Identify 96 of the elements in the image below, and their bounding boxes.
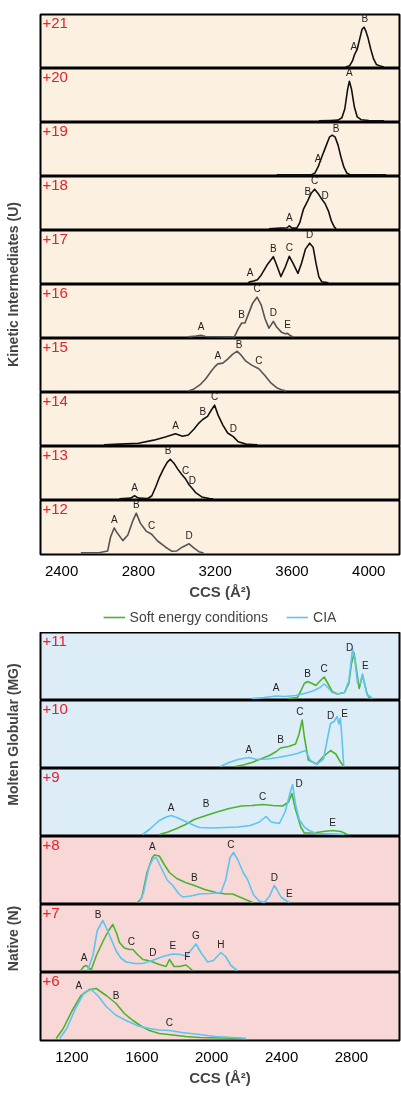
annotation: C [253,283,261,295]
x-tick-label: 3200 [198,561,232,579]
annotation: A [172,419,180,431]
annotation: A [350,41,358,52]
x-tick-label: 1600 [125,1047,159,1065]
annotation: B [304,186,312,198]
chart-title: +17 [42,229,68,247]
annotation: E [285,887,293,899]
chart-title: +19 [42,121,68,139]
annotation: B [270,242,278,254]
annotation: C [320,663,328,674]
annotation: A [110,513,118,525]
x-tick-label: 2400 [44,561,79,579]
annotation: A [272,682,280,693]
annotation: H [217,938,225,950]
annotation: B [132,499,140,511]
annotation: D [321,189,329,201]
annotation: D [229,422,237,434]
annotation: B [332,123,340,135]
chart-title: +8 [42,835,60,853]
annotation: A [131,481,139,493]
chart-title: +13 [42,445,68,463]
annotation: B [112,989,120,1001]
annotation: D [185,529,193,541]
chart-title: +7 [42,903,60,921]
annotation: B [304,667,312,679]
annotation: D [326,709,335,721]
annotation: B [164,445,172,457]
x-tick-label: 4000 [352,561,386,579]
annotation: A [346,67,354,79]
annotation: A [246,266,254,278]
x-axis-title: CCS (Å²) [189,1068,251,1086]
chart-title: +12 [42,499,68,517]
annotation: A [214,349,222,361]
y-axis-title: Kinetic Intermediates (U) [4,202,21,367]
annotation: D [306,229,314,241]
annotation: E [169,940,177,951]
chart-title: +16 [42,283,68,301]
chart-title: +11 [42,631,67,649]
y-axis-title: Native (N) [4,905,21,972]
annotation: D [346,642,354,653]
annotation: B [94,909,102,920]
chart-title: +14 [42,391,68,409]
annotation: E [362,660,370,671]
x-tick-label: 2800 [334,1047,369,1065]
annotation: C [165,1016,174,1028]
x-tick-label: 1200 [55,1047,89,1065]
chart-title: +9 [42,767,60,785]
annotation: C [311,175,319,187]
annotation: B [277,734,285,745]
annotation: A [75,979,83,991]
annotation: C [285,242,293,254]
annotation: C [127,935,135,947]
chart-title: +20 [42,67,68,85]
annotation: A [285,211,293,223]
annotation: E [329,816,337,828]
y-axis-title: Molten Globular (MG) [4,663,21,806]
annotation: B [199,405,207,417]
chart-title: +18 [42,175,68,193]
annotation: B [235,339,243,351]
legend-label: CIA [313,609,337,625]
annotation: C [148,520,156,532]
annotation: B [191,871,199,883]
annotation: A [197,321,205,333]
annotation: D [270,871,278,883]
legend-label: Soft energy conditions [129,609,269,625]
annotation: D [149,946,157,958]
annotation: G [192,930,201,941]
chart-title: +15 [42,337,68,355]
annotation: C [182,465,190,477]
annotation: C [227,838,235,850]
annotation: E [284,319,292,331]
annotation: C [255,354,263,366]
annotation: C [296,706,304,717]
annotation: A [80,951,88,963]
annotation: D [188,474,196,486]
annotation: B [202,798,210,809]
annotation: B [361,13,369,25]
annotation: A [148,841,156,852]
annotation: A [245,743,253,755]
annotation: A [167,801,175,813]
chart-title: +10 [42,699,68,717]
chart-title: +21 [42,13,68,31]
chart-title: +6 [42,971,60,989]
annotation: E [341,707,349,719]
annotation: C [211,391,219,403]
x-tick-label: 2400 [264,1047,299,1065]
annotation: F [184,951,191,962]
annotation: D [269,307,277,319]
x-tick-label: 2000 [195,1047,229,1065]
annotation: C [259,790,267,802]
annotation: D [295,778,303,789]
x-axis-title: CCS (Å²) [189,582,251,600]
annotation: B [238,309,246,321]
x-tick-label: 3600 [275,561,309,579]
x-tick-label: 2800 [121,561,156,579]
